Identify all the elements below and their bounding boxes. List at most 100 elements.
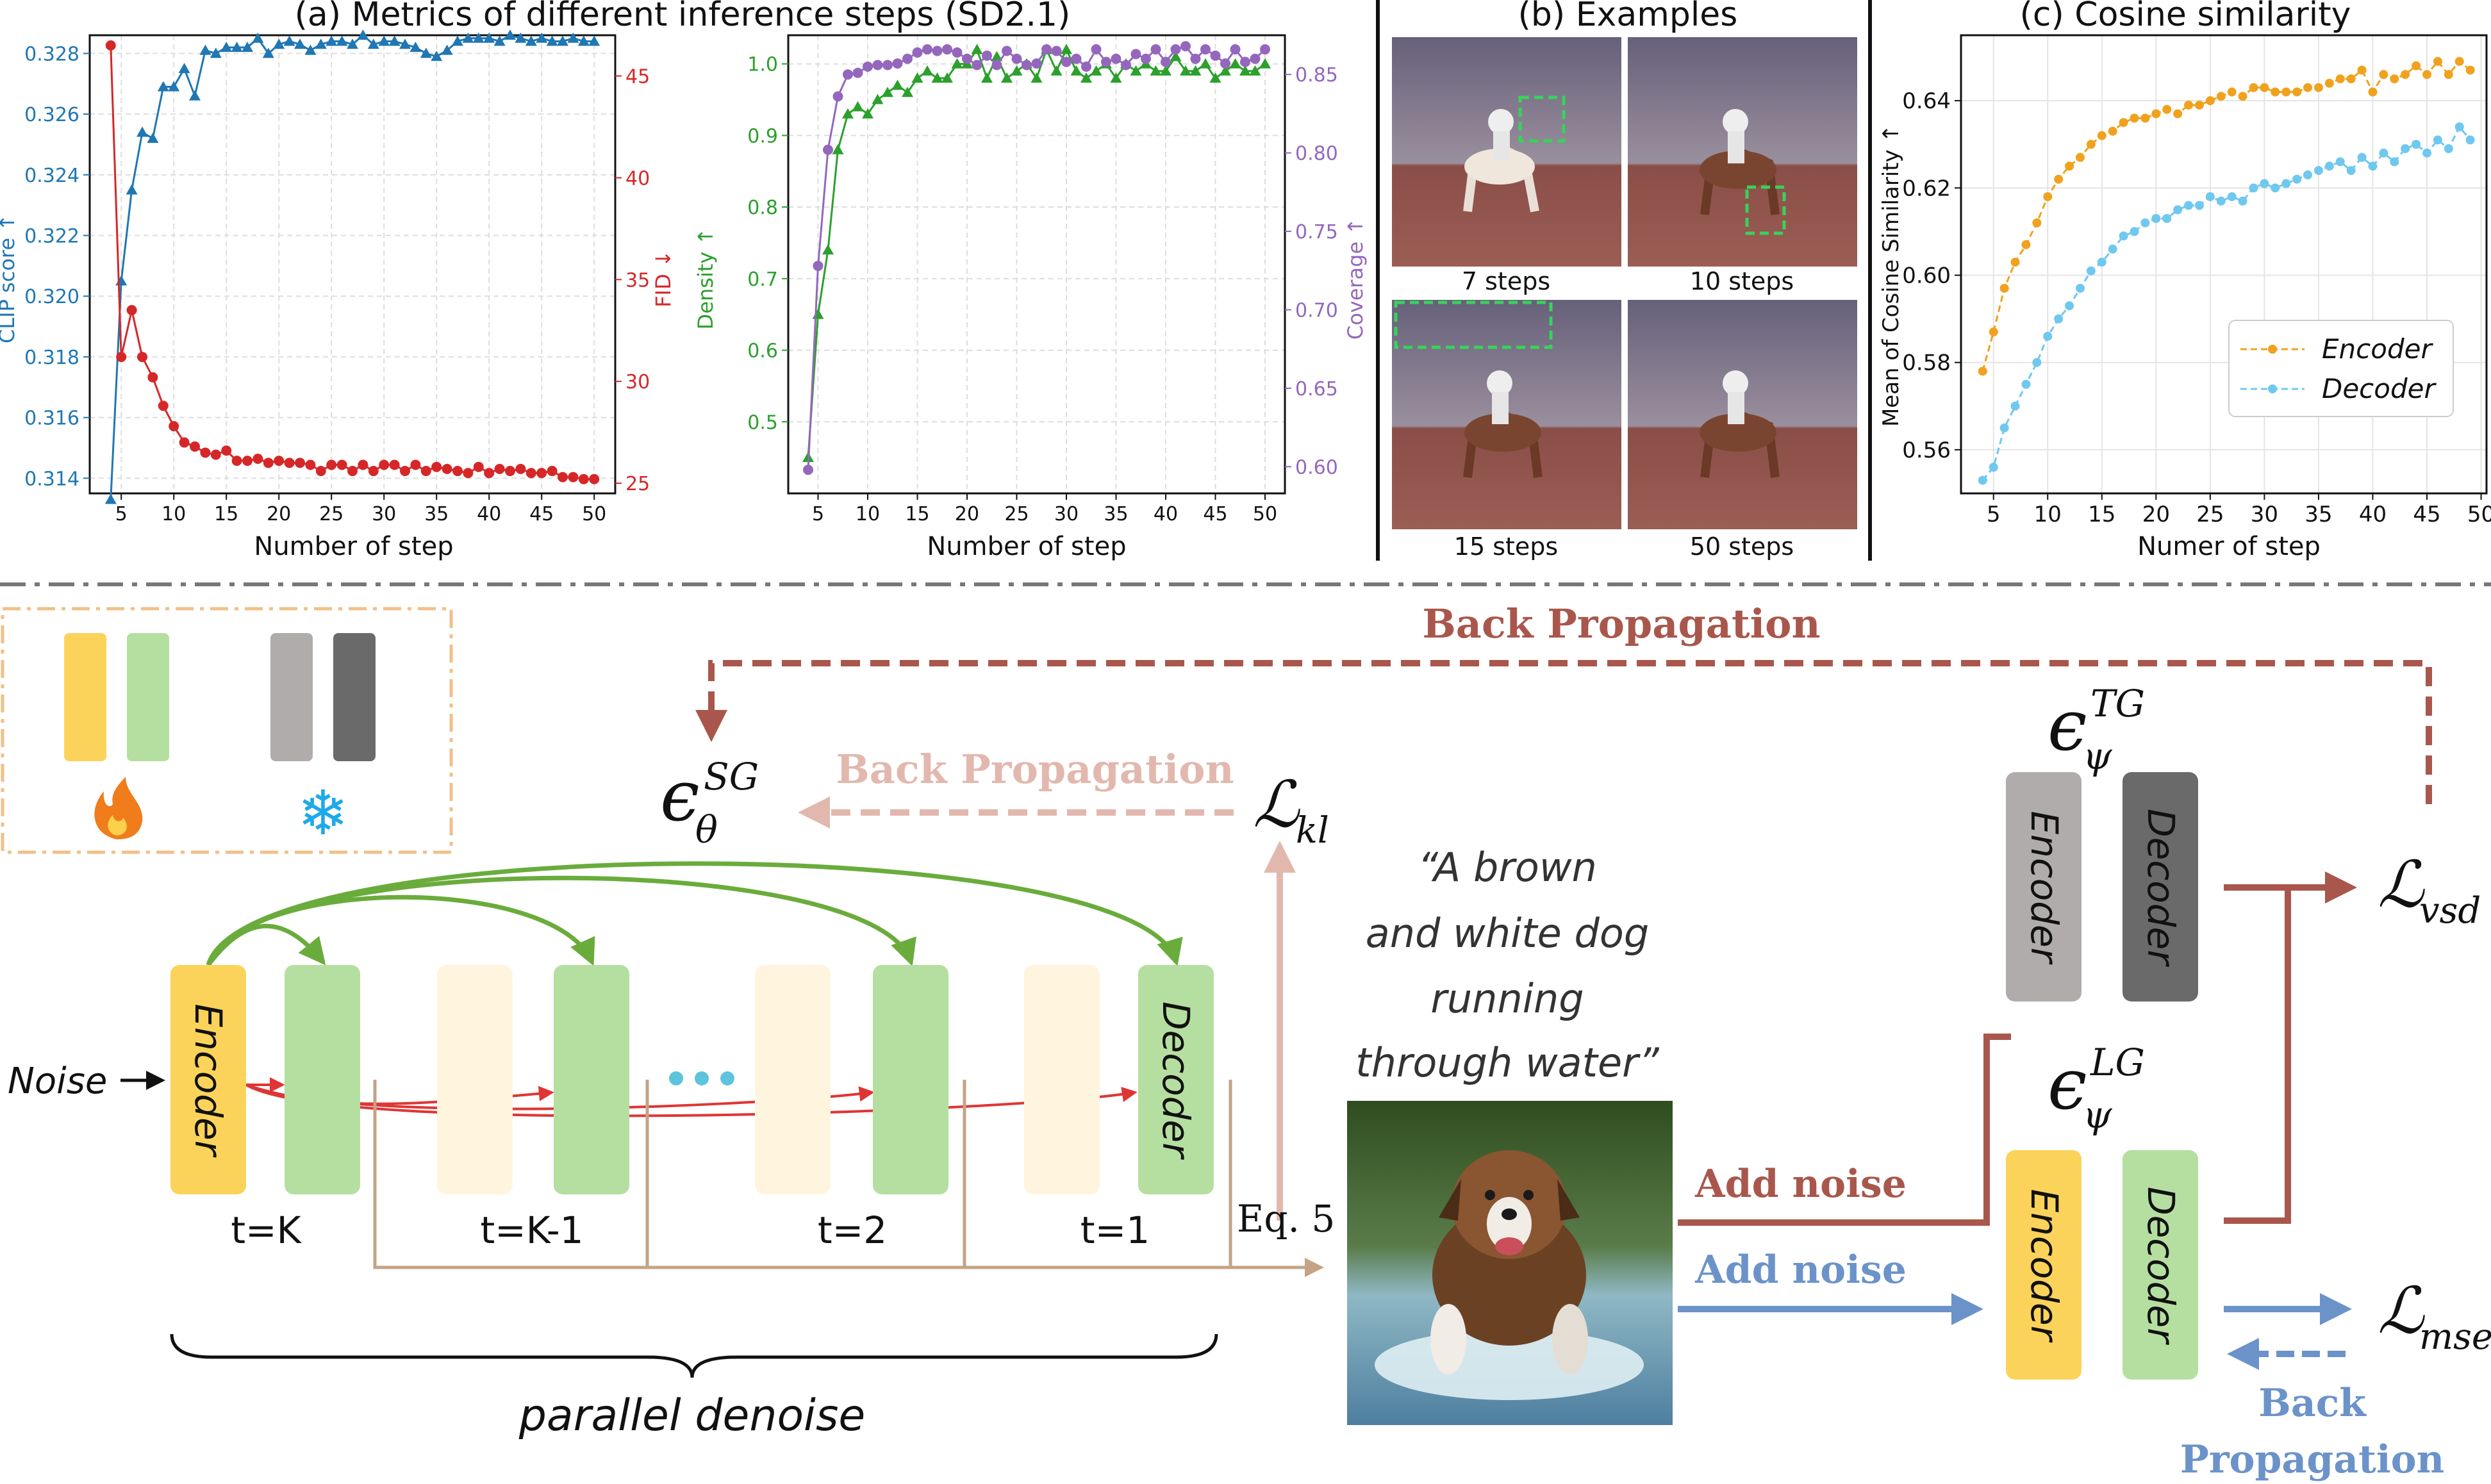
data-point <box>1081 61 1091 72</box>
x-tick-label: 10 <box>856 503 880 525</box>
x-tick-label: 5 <box>812 503 824 525</box>
data-point <box>2454 122 2464 131</box>
caption-15-steps: 15 steps <box>1454 532 1558 561</box>
data-point <box>2216 92 2226 101</box>
data-point <box>2119 118 2128 128</box>
data-point <box>941 72 953 83</box>
ellipsis-dots <box>669 1071 734 1085</box>
data-point <box>2390 74 2399 84</box>
data-point <box>283 35 295 46</box>
data-point <box>1051 45 1062 56</box>
legend-box <box>1 607 453 854</box>
data-point <box>1071 53 1082 64</box>
data-point <box>2390 157 2399 167</box>
data-point <box>1220 58 1230 69</box>
data-point <box>2086 140 2096 149</box>
data-point <box>2281 179 2291 188</box>
caption-10-steps: 10 steps <box>1690 267 1794 295</box>
data-point <box>157 81 169 92</box>
data-point <box>179 437 190 448</box>
data-point <box>378 35 390 46</box>
data-point <box>2140 218 2150 227</box>
data-point <box>2108 244 2117 254</box>
svg-text:SG: SG <box>704 755 759 798</box>
data-point <box>922 44 932 55</box>
decoder-block-k-1 <box>554 965 629 1194</box>
svg-text:ψ: ψ <box>2083 1093 2112 1137</box>
data-point <box>1061 56 1072 67</box>
y-left-tick-label: 0.6 <box>747 340 778 363</box>
skip-arrow-green <box>206 895 595 966</box>
series-line-decoder <box>1982 125 2471 481</box>
data-point <box>1121 60 1131 70</box>
y-left-tick-label: 0.324 <box>24 165 79 187</box>
example-thumbnail-50-steps <box>1628 300 1857 529</box>
data-point <box>2357 153 2367 162</box>
data-point <box>2054 314 2064 324</box>
legend-marker <box>2268 384 2277 393</box>
data-point <box>2346 166 2356 176</box>
data-point <box>431 51 443 62</box>
eq5-label: Eq. 5 <box>1237 1197 1335 1241</box>
data-point <box>126 305 137 315</box>
data-point <box>2021 379 2031 389</box>
x-tick-label: 15 <box>214 503 238 525</box>
bp-top-arrow <box>695 660 2432 804</box>
data-point <box>1011 53 1022 64</box>
data-point <box>2249 183 2258 193</box>
svg-text:θ: θ <box>695 808 718 852</box>
timestep-label-2: t=2 <box>818 1208 887 1252</box>
data-point <box>2151 109 2161 119</box>
y-right-tick-label: 0.65 <box>1295 378 1338 400</box>
data-point <box>911 72 923 83</box>
timestep-brackets <box>373 1080 1320 1267</box>
data-point <box>991 60 1002 70</box>
svg-text:ϵ: ϵ <box>660 755 700 837</box>
legend-frame <box>2228 320 2454 417</box>
data-point <box>892 58 903 69</box>
parallel-brace <box>170 1333 1218 1378</box>
decoder-block-label: Decoder <box>1154 1002 1198 1160</box>
data-point <box>525 35 537 46</box>
tg-encoder-label: Encoder <box>2023 811 2066 964</box>
chart2-ylabel-left: Density ↑ <box>693 228 718 330</box>
data-point <box>2346 74 2356 84</box>
svg-text:vsd: vsd <box>2419 890 2481 932</box>
data-point <box>231 41 243 52</box>
data-point <box>315 38 327 49</box>
example-thumbnail-15-steps <box>1392 300 1621 529</box>
skip-connections-noise <box>233 1077 1138 1117</box>
legend-trainable-decoder-swatch <box>127 633 169 761</box>
y-left-tick-label: 0.320 <box>24 286 79 308</box>
data-point <box>441 44 453 55</box>
eps-tg-symbol: ϵ TG ψ <box>2048 682 2145 778</box>
x-tick-label: 20 <box>2142 502 2170 527</box>
y-left-tick-label: 1.0 <box>747 54 778 76</box>
data-point <box>1030 72 1043 83</box>
y-left-tick-label: 0.9 <box>747 125 778 147</box>
faded-block-k-1 <box>437 965 513 1194</box>
data-point <box>305 459 316 470</box>
lg-encoder-block <box>2006 1150 2081 1380</box>
data-point <box>368 466 379 477</box>
data-point <box>2021 240 2031 249</box>
y-left-tick-label: 0.318 <box>24 347 79 369</box>
y-left-tick-label: 0.5 <box>747 411 778 434</box>
data-point <box>105 40 116 51</box>
data-point <box>1150 44 1161 55</box>
data-point <box>400 466 410 477</box>
data-point <box>1050 65 1063 76</box>
data-point <box>242 456 252 466</box>
data-point <box>1209 72 1221 83</box>
data-point <box>410 41 422 52</box>
skip-arrow-green <box>206 861 1183 967</box>
svg-text:ϵ: ϵ <box>2048 1043 2087 1125</box>
tg-encoder-block <box>2006 772 2081 1002</box>
data-point <box>2357 65 2367 75</box>
y-tick-label: 0.64 <box>1902 88 1951 114</box>
data-point <box>2303 83 2313 92</box>
data-point <box>1141 53 1151 64</box>
data-point <box>842 108 854 119</box>
bp-top-label: Back Propagation <box>1422 600 1820 647</box>
data-point <box>2151 214 2161 223</box>
